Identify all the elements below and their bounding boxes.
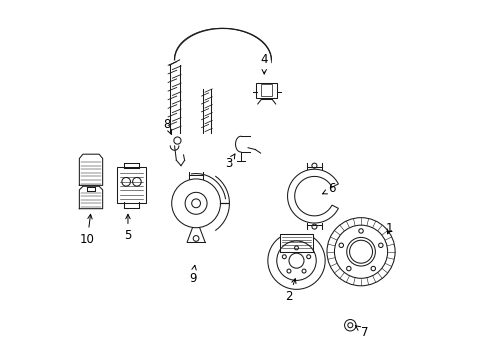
Text: 7: 7 xyxy=(355,326,367,339)
FancyBboxPatch shape xyxy=(261,84,271,96)
Text: 1: 1 xyxy=(385,222,393,235)
Text: 9: 9 xyxy=(188,265,196,285)
FancyBboxPatch shape xyxy=(117,167,146,203)
Text: 3: 3 xyxy=(224,154,234,170)
Polygon shape xyxy=(287,169,338,223)
Text: 8: 8 xyxy=(163,118,171,134)
Text: 5: 5 xyxy=(124,214,131,242)
Text: 4: 4 xyxy=(260,53,267,74)
Text: 2: 2 xyxy=(285,279,295,303)
Text: 10: 10 xyxy=(80,214,95,246)
FancyBboxPatch shape xyxy=(256,83,277,98)
Text: 6: 6 xyxy=(322,183,335,195)
